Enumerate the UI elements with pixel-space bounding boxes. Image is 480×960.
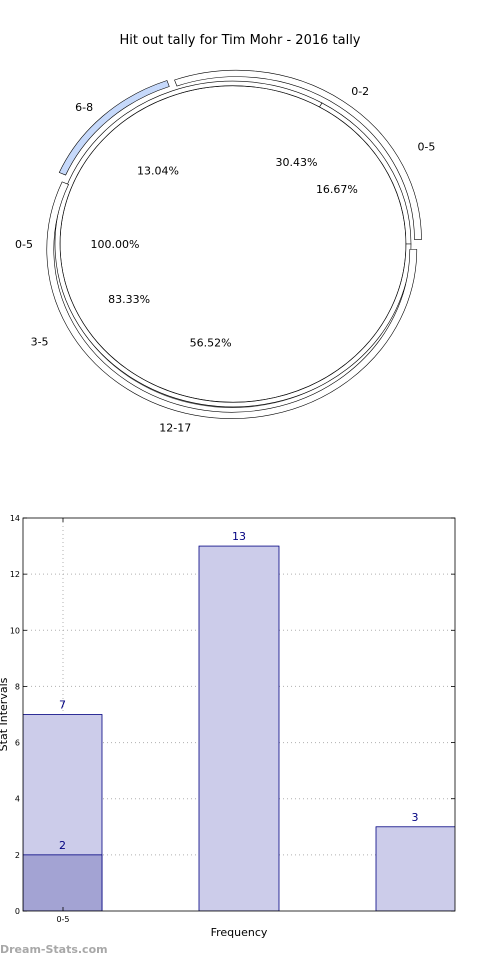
pie-label-ring2-2: 12-17 [159,422,191,435]
pie-label-ring0-0: 0-5 [15,238,33,251]
bar-2 [198,545,280,911]
watermark: Dream-Stats.com [0,943,108,956]
pie-label-ring1-0: 0-5 [417,141,435,154]
bar-3 [375,826,455,911]
pie-percent-ring2-0: 30.43% [275,156,317,169]
y-tick-label-5: 10 [10,626,20,635]
pie-slice-ring2-2 [46,181,418,419]
y-tick-label-7: 14 [10,514,20,523]
bar-1 [23,854,103,911]
pie-slice-ring2-1 [58,80,170,176]
bar-value-label-0: 7 [59,699,66,712]
pie-slice-ring2-0 [174,69,422,240]
x-tick-label-0: 0-5 [56,915,69,924]
plot-frame [22,517,456,912]
bar-value-label-2: 13 [232,530,246,543]
bar-value-label-1: 2 [59,839,66,852]
y-tick-label-2: 4 [15,795,20,804]
pie-percent-ring1-1: 83.33% [108,293,150,306]
y-tick-label-1: 2 [15,851,20,860]
bar-value-label-3: 3 [412,811,419,824]
pie-percent-ring1-0: 16.67% [316,183,358,196]
y-tick-label-4: 8 [15,682,20,691]
pie-label-ring1-1: 3-5 [31,335,49,348]
pie-title: Hit out tally for Tim Mohr - 2016 tally [119,33,360,48]
pie-chart: 0-5 100.00% 0-5 16.67% 3-5 83.33% 0-2 30.43% 6-8… [15,69,435,435]
pie-percent-ring2-1: 13.04% [137,164,179,177]
bar-chart: 0 2 4 6 8 10 12 14 7 2 13 3 0-5 Frequency Stat Interva… [0,514,456,939]
y-tick-label-3: 6 [15,739,20,748]
y-axis-label: Stat Intervals [0,677,10,751]
x-axis-label: Frequency [211,926,268,939]
y-tick-label-0: 0 [15,907,20,916]
pie-label-ring2-1: 6-8 [75,101,93,114]
pie-label-ring2-0: 0-2 [351,85,369,98]
pie-percent-ring2-2: 56.52% [190,337,232,350]
pie-percent-ring0-0: 100.00% [91,238,140,251]
y-tick-label-6: 12 [10,570,20,579]
